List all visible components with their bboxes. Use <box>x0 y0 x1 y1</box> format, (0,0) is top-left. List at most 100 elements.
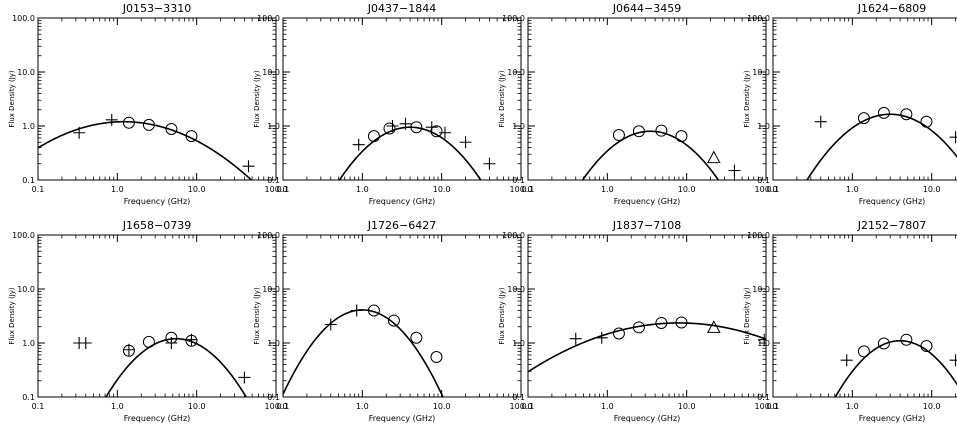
plot-frame <box>37 17 277 181</box>
x-tick-label: 1.0 <box>601 402 614 411</box>
data-point-cross <box>814 115 827 128</box>
plot-frame <box>282 17 522 181</box>
y-tick-label: 1.0 <box>512 122 525 131</box>
x-axis-label: Frequency (GHz) <box>369 197 436 206</box>
plot-area <box>581 124 741 180</box>
y-tick-label: 100.0 <box>257 14 280 23</box>
chart-title: J0437−1844 <box>367 2 436 15</box>
x-axis-label: Frequency (GHz) <box>614 414 681 423</box>
x-axis-label: Frequency (GHz) <box>124 414 191 423</box>
plot-frame <box>282 234 522 398</box>
data-point-circle <box>122 344 135 357</box>
y-tick-label: 1.0 <box>267 339 280 348</box>
chart-title: J1837−7108 <box>612 219 681 232</box>
x-tick-label: 1.0 <box>356 185 369 194</box>
y-tick-label: 0.1 <box>22 393 35 402</box>
x-tick-label: 1.0 <box>846 185 859 194</box>
chart-title: J0644−3459 <box>612 2 681 15</box>
x-tick-label: 1.0 <box>111 185 124 194</box>
data-point-circle <box>185 334 198 347</box>
data-point-cross <box>238 371 251 384</box>
plot-area <box>806 106 957 180</box>
data-point-circle <box>655 124 668 137</box>
x-axis-label: Frequency (GHz) <box>124 197 191 206</box>
data-point-circle <box>612 129 625 142</box>
plot-area <box>73 331 251 397</box>
x-tick-label: 10.0 <box>678 402 696 411</box>
data-point-circle <box>410 331 423 344</box>
y-tick-label: 100.0 <box>12 231 35 240</box>
y-tick-label: 1.0 <box>267 122 280 131</box>
x-tick-label: 0.1 <box>522 402 535 411</box>
data-point-circle <box>383 122 396 135</box>
x-tick-label: 1.0 <box>111 402 124 411</box>
plot-frame <box>527 17 767 181</box>
x-tick-label: 100.0 <box>265 185 288 194</box>
y-tick-label: 1.0 <box>22 339 35 348</box>
x-tick-label: 1.0 <box>601 185 614 194</box>
y-tick-label: 100.0 <box>257 231 280 240</box>
data-point-cross <box>242 160 255 173</box>
y-axis-label: Flux Density (Jy) <box>253 287 261 345</box>
x-tick-label: 0.1 <box>522 185 535 194</box>
y-tick-label: 0.1 <box>757 176 770 185</box>
x-tick-label: 0.1 <box>767 402 780 411</box>
data-point-circle <box>165 331 178 344</box>
fit-curve <box>581 130 720 180</box>
plot-frame <box>772 17 957 181</box>
y-tick-label: 10.0 <box>17 285 35 294</box>
y-axis-label: Flux Density (Jy) <box>8 70 16 128</box>
data-point-cross <box>79 337 92 349</box>
fit-curve <box>528 322 766 373</box>
data-point-cross <box>483 157 496 170</box>
y-tick-label: 1.0 <box>512 339 525 348</box>
data-point-cross <box>949 354 957 367</box>
x-tick-label: 100.0 <box>510 185 533 194</box>
fit-curve <box>283 309 444 397</box>
x-axis-label: Frequency (GHz) <box>369 414 436 423</box>
data-point-circle <box>430 351 443 364</box>
y-tick-label: 10.0 <box>752 285 770 294</box>
data-point-circle <box>900 333 913 346</box>
y-tick-label: 1.0 <box>757 122 770 131</box>
data-point-circle <box>387 314 400 327</box>
y-axis-label: Flux Density (Jy) <box>498 70 506 128</box>
x-tick-label: 0.1 <box>277 185 290 194</box>
plot-frame <box>527 234 767 398</box>
y-tick-label: 100.0 <box>747 14 770 23</box>
data-point-circle <box>900 108 913 121</box>
chart-panel-8: J2152−78070.11.010.0100.00.11.010.0100.0… <box>743 219 957 423</box>
x-tick-label: 100.0 <box>755 402 778 411</box>
y-tick-label: 1.0 <box>22 122 35 131</box>
x-axis-label: Frequency (GHz) <box>859 414 926 423</box>
y-axis-label: Flux Density (Jy) <box>253 70 261 128</box>
data-point-circle <box>367 130 380 143</box>
y-tick-label: 0.1 <box>512 176 525 185</box>
x-tick-label: 0.1 <box>277 402 290 411</box>
y-tick-label: 1.0 <box>757 339 770 348</box>
plot-area <box>38 113 255 180</box>
x-tick-label: 10.0 <box>923 402 941 411</box>
x-tick-label: 10.0 <box>188 185 206 194</box>
chart-title: J1726−6427 <box>367 219 436 232</box>
plot-area <box>528 316 766 373</box>
y-axis-label: Flux Density (Jy) <box>498 287 506 345</box>
data-point-cross <box>758 333 766 346</box>
y-tick-label: 100.0 <box>747 231 770 240</box>
y-tick-label: 10.0 <box>262 285 280 294</box>
data-point-circle <box>675 130 688 143</box>
data-point-cross <box>122 343 135 356</box>
chart-title: J2152−7807 <box>857 219 926 232</box>
chart-title: J1658−0739 <box>122 219 191 232</box>
y-tick-label: 0.1 <box>267 176 280 185</box>
data-point-triangle <box>706 150 721 164</box>
y-tick-label: 100.0 <box>12 14 35 23</box>
data-point-cross <box>352 138 365 151</box>
y-axis-label: Flux Density (Jy) <box>8 287 16 345</box>
data-point-circle <box>877 106 890 119</box>
data-point-cross <box>569 332 582 345</box>
